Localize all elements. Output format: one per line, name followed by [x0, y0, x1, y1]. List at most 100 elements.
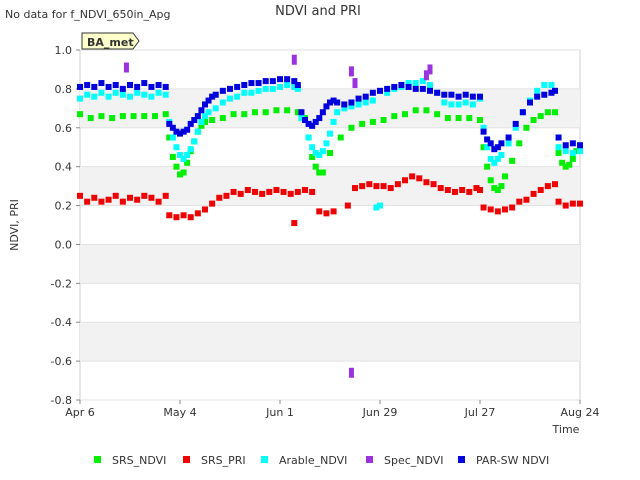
data-point: [541, 82, 548, 88]
data-point: [212, 91, 219, 98]
x-axis-ticks: Apr 6 May 4 Jun 1 Jun 29 Jul 27 Aug 24: [65, 400, 599, 419]
data-point: [91, 194, 98, 201]
data-point: [366, 181, 373, 188]
data-point: [177, 171, 183, 178]
data-point: [427, 82, 433, 88]
data-point: [234, 83, 241, 90]
data-point: [219, 115, 226, 122]
data-point: [273, 107, 280, 114]
data-point: [484, 163, 491, 170]
data-point: [348, 124, 355, 131]
data-point: [187, 146, 194, 153]
data-point: [359, 183, 366, 190]
data-point: [327, 99, 333, 106]
data-point: [552, 181, 558, 188]
data-point: [519, 109, 526, 116]
data-point: [119, 85, 126, 92]
data-point: [202, 118, 208, 125]
data-point: [494, 187, 501, 193]
data-point: [362, 99, 369, 106]
x-tick-label: Jul 27: [464, 406, 496, 419]
y-tick-label: 1.0: [55, 44, 73, 57]
data-point: [284, 76, 291, 83]
data-point: [555, 144, 562, 151]
data-point: [184, 152, 191, 158]
legend-label: PAR-SW NDVI: [476, 454, 549, 467]
data-point: [209, 117, 216, 123]
data-point: [359, 120, 366, 127]
data-point: [548, 82, 555, 88]
data-point: [248, 89, 255, 96]
data-point: [455, 115, 462, 122]
data-point: [534, 87, 541, 94]
grid-band: [80, 244, 580, 284]
data-point: [269, 78, 276, 85]
data-point: [527, 99, 533, 106]
y-axis-ticks: 1.0 0.8 0.6 0.4 0.2 0.0 -0.2 -0.4 -0.6 -0.8: [51, 44, 80, 407]
series-srs-pri: [77, 173, 583, 227]
data-point: [84, 91, 91, 98]
data-point: [537, 187, 544, 193]
y-tick-label: -0.6: [51, 355, 72, 368]
data-point: [77, 111, 83, 118]
data-point: [348, 103, 355, 110]
data-point: [169, 153, 176, 160]
data-point: [523, 124, 530, 131]
data-point: [423, 70, 429, 81]
data-point: [523, 196, 530, 203]
data-point: [369, 97, 376, 104]
data-point: [577, 200, 583, 207]
data-point: [312, 163, 319, 170]
data-point: [412, 107, 419, 114]
grid-band: [80, 88, 580, 128]
badge-label: BA_met: [87, 36, 134, 49]
data-point: [302, 117, 308, 123]
data-point: [491, 185, 498, 192]
data-point: [334, 99, 341, 106]
data-point: [469, 101, 476, 108]
data-point: [562, 202, 569, 209]
data-point: [423, 179, 430, 186]
y-tick-label: 0.4: [55, 161, 73, 174]
ba-met-badge[interactable]: BA_met: [81, 32, 140, 50]
data-point: [166, 134, 173, 141]
data-point: [166, 120, 173, 127]
data-point: [194, 113, 201, 120]
data-point: [162, 111, 169, 118]
data-point: [152, 113, 158, 120]
data-point: [341, 105, 348, 112]
y-tick-label: 0.8: [55, 83, 73, 96]
data-point: [319, 169, 326, 176]
data-point: [309, 144, 316, 151]
data-point: [498, 140, 505, 147]
data-point: [127, 82, 133, 88]
data-point: [566, 161, 573, 168]
data-point: [348, 99, 355, 106]
data-point: [352, 78, 358, 89]
data-point: [162, 192, 169, 199]
data-point: [91, 93, 98, 100]
data-point: [369, 118, 376, 125]
data-point: [119, 198, 126, 205]
data-point: [180, 155, 187, 162]
data-point: [248, 80, 255, 87]
data-point: [377, 202, 383, 209]
series-par-sw-ndvi: [77, 76, 583, 153]
data-point: [473, 185, 480, 192]
y-tick-label: -0.8: [51, 394, 72, 407]
legend-swatch: [183, 456, 190, 463]
data-point: [305, 120, 312, 127]
data-point: [98, 113, 105, 120]
data-point: [327, 150, 333, 157]
data-point: [77, 83, 83, 90]
legend-label: SRS_PRI: [201, 454, 246, 467]
data-point: [119, 91, 126, 98]
data-point: [244, 187, 251, 193]
data-point: [534, 93, 541, 100]
data-point: [441, 91, 448, 98]
data-point: [302, 187, 308, 193]
x-tick-label: Aug 24: [561, 406, 600, 419]
data-point: [455, 101, 462, 108]
data-point: [91, 83, 98, 90]
data-point: [219, 99, 226, 106]
